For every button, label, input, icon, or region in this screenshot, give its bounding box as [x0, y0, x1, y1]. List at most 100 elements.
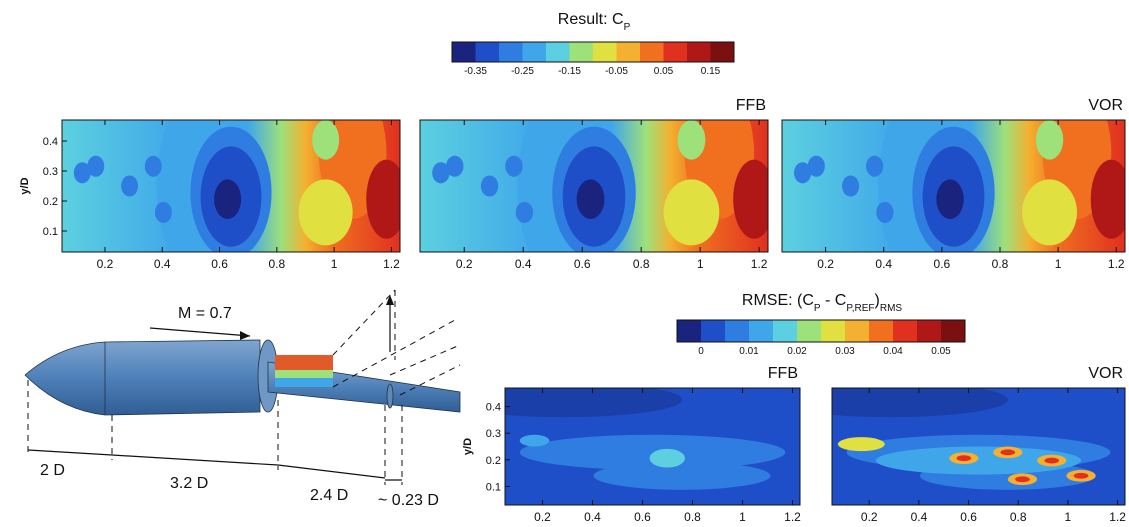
y-tick-label: 0.1 [43, 226, 58, 238]
x-tick-label: 0.6 [634, 510, 651, 522]
field [420, 120, 768, 252]
colorbar-segment [499, 42, 523, 62]
contour-field [505, 388, 800, 505]
contour-region [1073, 472, 1089, 479]
colorbar-segment [773, 320, 798, 342]
dimension-label: 2.4 D [310, 487, 348, 504]
y-axis-label: y/D [462, 438, 474, 455]
x-tick-label: 1 [739, 510, 746, 522]
x-tick-label: 0.2 [97, 257, 114, 271]
contour-field [420, 120, 768, 252]
y-tick-label: 0.1 [486, 481, 501, 493]
colorbar-tick-label: -0.25 [511, 66, 534, 77]
contour-region [144, 155, 162, 177]
contour-region [1000, 449, 1016, 456]
contour-region [875, 446, 1082, 475]
colorbar-tick-label: 0 [698, 346, 704, 357]
contour-region [519, 434, 786, 470]
contour-region [866, 155, 884, 177]
colorbar-segment [710, 42, 735, 62]
colorbar-title: Result: CP [558, 11, 631, 33]
title-part: P [624, 22, 631, 33]
colorbar-tick-label: 0.05 [654, 66, 674, 77]
dimension-label: ~ 0.23 D [378, 492, 439, 509]
title-part: Result: C [558, 11, 624, 28]
x-tick-label: 0.6 [960, 510, 977, 522]
contour-region [515, 201, 534, 223]
title-part: P [814, 303, 821, 314]
x-tick-label: 0.2 [456, 257, 473, 271]
colorbar-segment [845, 320, 870, 342]
panel-label: VOR [1088, 97, 1123, 114]
colorbar-segment [677, 320, 702, 342]
y-tick-label: 0.2 [43, 196, 58, 208]
contour-region [87, 155, 105, 177]
x-tick-label: 1.2 [1109, 510, 1126, 522]
colorbar-segment [452, 42, 476, 62]
x-tick-label: 0.8 [684, 510, 701, 522]
colorbar-segment [869, 320, 894, 342]
y-tick-label: 0.4 [486, 402, 501, 414]
contour-region [214, 179, 242, 219]
mach-label: M = 0.7 [178, 305, 232, 322]
colorbar-segment [687, 42, 711, 62]
y-axis-label: y/D [19, 177, 31, 194]
colorbar-segment [749, 320, 774, 342]
contour-region [154, 201, 172, 223]
contour-region [876, 201, 894, 223]
y-tick-label: 0.2 [486, 455, 501, 467]
x-tick-label: 0.4 [875, 257, 892, 271]
dimension-label: 2 D [40, 462, 65, 479]
colorbar-tick-label: -0.05 [605, 66, 628, 77]
colorbar-segment [616, 42, 641, 62]
field [505, 388, 800, 505]
colorbar-segment [640, 42, 664, 62]
title-part: RMS [880, 303, 903, 314]
colorbar-title: RMSE: (CP - CP,REF)RMS [742, 292, 903, 314]
colorbar-frame [676, 319, 966, 343]
x-tick-label: 0.6 [574, 257, 591, 271]
panel-frame [61, 119, 401, 253]
contour-region [505, 388, 682, 418]
colorbar-segment [593, 42, 617, 62]
title-part: ) [875, 292, 880, 309]
colorbar-segment [522, 42, 547, 62]
x-tick-label: 1 [331, 257, 338, 271]
y-tick-label: 0.3 [43, 166, 58, 178]
contour-region [956, 455, 972, 462]
contour-region [1044, 457, 1060, 464]
x-tick-label: 0.4 [584, 510, 601, 522]
x-tick-label: 0.2 [534, 510, 551, 522]
contour-region [936, 179, 964, 219]
colorbar-frame [451, 41, 735, 63]
field [62, 120, 400, 252]
colorbar-tick-label: 0.05 [931, 346, 951, 357]
contour-region [807, 155, 825, 177]
colorbar-tick-label: 0.01 [739, 346, 759, 357]
x-tick-label: 1.2 [784, 510, 801, 522]
contour-region [480, 175, 499, 197]
colorbar-tick-label: -0.35 [464, 66, 487, 77]
field [782, 120, 1125, 252]
colorbar-segment [475, 42, 500, 62]
contour-region [677, 120, 706, 160]
title-part: RMSE: (C [742, 292, 814, 309]
contour-region [576, 179, 605, 219]
x-tick-label: 0.4 [515, 257, 532, 271]
x-tick-label: 0.2 [817, 257, 834, 271]
panel-frame [831, 387, 1126, 506]
x-tick-label: 1 [1065, 510, 1072, 522]
title-part: P,REF [846, 303, 874, 314]
contour-region [593, 461, 771, 490]
x-tick-label: 0.8 [633, 257, 650, 271]
colorbar-segment [663, 42, 688, 62]
x-tick-label: 0.8 [268, 257, 285, 271]
panel-label: VOR [1088, 365, 1123, 382]
contour-region [505, 155, 523, 177]
title-part: - C [821, 292, 847, 309]
x-tick-label: 1 [1055, 257, 1062, 271]
contour-region [733, 159, 768, 239]
colorbar-segment [821, 320, 846, 342]
x-tick-label: 1 [697, 257, 704, 271]
contour-region [649, 448, 685, 468]
